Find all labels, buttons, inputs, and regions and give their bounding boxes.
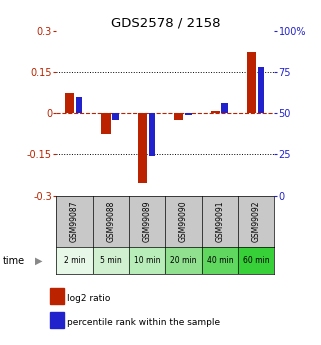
Title: GDS2578 / 2158: GDS2578 / 2158 xyxy=(110,17,220,30)
Text: ▶: ▶ xyxy=(35,256,43,266)
Bar xyxy=(92,247,129,274)
Text: 2 min: 2 min xyxy=(64,256,85,265)
Text: GSM99088: GSM99088 xyxy=(106,200,115,242)
Text: 60 min: 60 min xyxy=(243,256,270,265)
Text: GSM99092: GSM99092 xyxy=(252,200,261,242)
Bar xyxy=(56,247,92,274)
Bar xyxy=(247,52,256,114)
Text: 20 min: 20 min xyxy=(170,256,197,265)
Bar xyxy=(174,114,183,120)
Bar xyxy=(65,93,74,114)
Text: GSM99090: GSM99090 xyxy=(179,200,188,242)
Bar xyxy=(101,114,110,134)
Text: log2 ratio: log2 ratio xyxy=(67,294,111,303)
Bar xyxy=(76,97,82,114)
Text: GSM99091: GSM99091 xyxy=(215,200,224,242)
Bar xyxy=(185,114,192,115)
Bar xyxy=(149,114,155,156)
Text: percentile rank within the sample: percentile rank within the sample xyxy=(67,318,221,327)
Bar xyxy=(165,247,202,274)
Bar xyxy=(129,247,165,274)
Bar xyxy=(211,111,220,114)
Text: 5 min: 5 min xyxy=(100,256,122,265)
Bar xyxy=(221,104,228,114)
Text: 10 min: 10 min xyxy=(134,256,160,265)
Bar xyxy=(138,114,147,183)
Bar xyxy=(112,114,119,120)
Bar xyxy=(258,67,264,114)
Bar xyxy=(238,247,274,274)
Text: GSM99087: GSM99087 xyxy=(70,200,79,242)
Text: 40 min: 40 min xyxy=(207,256,233,265)
Text: time: time xyxy=(3,256,25,266)
Bar xyxy=(202,247,238,274)
Text: GSM99089: GSM99089 xyxy=(143,200,152,242)
